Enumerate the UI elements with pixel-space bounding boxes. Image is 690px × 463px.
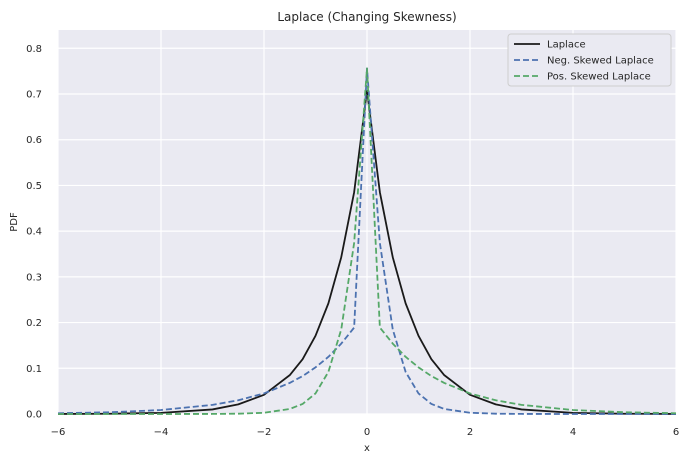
y-tick-label: 0.1 [26,364,42,375]
chart-title: Laplace (Changing Skewness) [277,10,456,24]
y-tick-labels: 0.0 0.1 0.2 0.3 0.4 0.5 0.6 0.7 0.8 [26,44,42,421]
x-tick-label: 0 [364,427,370,438]
series-line-2 [58,67,677,415]
y-axis-label: PDF [9,212,20,232]
x-tick-label: −4 [154,427,169,438]
y-tick-label: 0.8 [26,44,42,55]
series-lines [57,67,677,415]
x-tick-label: 2 [467,427,473,438]
legend-entry-label: Pos. Skewed Laplace [547,72,651,83]
y-tick-label: 0.2 [26,318,42,329]
legend-entry-label: Neg. Skewed Laplace [547,56,654,67]
x-tick-label: 6 [673,427,679,438]
x-tick-label: −2 [257,427,272,438]
legend: Laplace Neg. Skewed Laplace Pos. Skewed La… [507,33,672,87]
y-tick-label: 0.6 [26,135,42,146]
series-line-0 [57,89,677,415]
x-axis-label: x [364,443,370,454]
x-tick-label: 4 [570,427,576,438]
y-tick-label: 0.4 [26,227,42,238]
legend-entry-label: Laplace [547,40,586,51]
y-tick-label: 0.7 [26,90,42,101]
y-tick-label: 0.0 [26,410,42,421]
legend-box [507,33,672,87]
x-tick-label: −6 [51,427,66,438]
y-tick-label: 0.5 [26,181,42,192]
y-tick-label: 0.3 [26,272,42,283]
x-tick-labels: −6 −4 −2 0 2 4 6 [51,427,680,438]
